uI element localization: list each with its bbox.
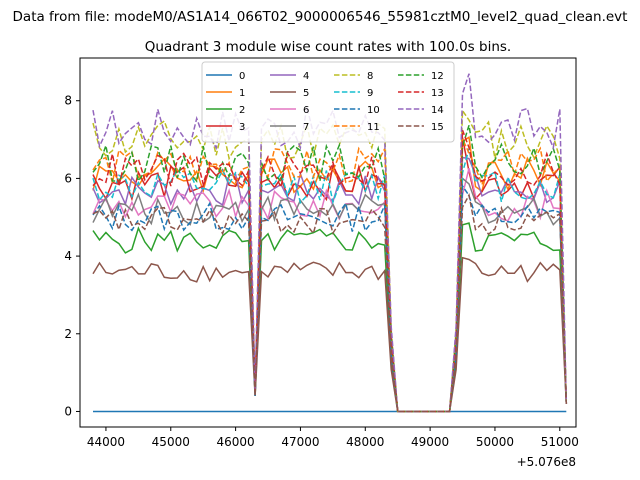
legend-label-6: 6: [303, 105, 309, 116]
legend-label-2: 2: [239, 105, 245, 116]
series-line-6: [92, 168, 568, 413]
series-line-3: [92, 137, 568, 413]
x-tick-label: 50000: [476, 435, 514, 449]
legend-label-5: 5: [303, 88, 309, 99]
series-line-15: [92, 192, 568, 413]
legend-label-7: 7: [303, 122, 309, 133]
y-tick-label: 2: [64, 327, 72, 341]
y-tick-label: 0: [64, 404, 72, 418]
legend-label-14: 14: [431, 105, 444, 116]
legend-label-12: 12: [431, 71, 444, 82]
y-tick-label: 4: [64, 249, 72, 263]
chart-suptitle: Data from file: modeM0/AS1A14_066T02_900…: [13, 9, 628, 25]
legend-label-1: 1: [239, 88, 245, 99]
x-tick-label: 47000: [281, 435, 319, 449]
x-tick-label: 46000: [217, 435, 255, 449]
legend-label-0: 0: [239, 71, 245, 82]
x-axis-ticks: 44000 45000 46000 47000 48000 49000 50000 51000: [87, 427, 579, 449]
plot-lines: [92, 73, 568, 413]
legend-label-10: 10: [367, 105, 380, 116]
y-axis-ticks: 0 2 4 6 8: [64, 94, 80, 418]
y-tick-label: 8: [64, 94, 72, 108]
x-tick-label: 45000: [152, 435, 190, 449]
legend-frame: [201, 61, 455, 143]
series-line-9: [92, 148, 568, 413]
plot-frame: [79, 57, 577, 428]
series-line-11: [92, 138, 568, 413]
x-offset-label: +5.076e8: [517, 455, 576, 469]
legend-label-8: 8: [367, 71, 373, 82]
series-line-10: [92, 183, 568, 413]
y-tick-label: 6: [64, 171, 72, 185]
legend-label-9: 9: [367, 88, 373, 99]
legend-label-13: 13: [431, 88, 444, 99]
series-line-5: [92, 256, 568, 413]
x-tick-label: 51000: [541, 435, 579, 449]
series-line-13: [92, 129, 568, 413]
legend-label-4: 4: [303, 71, 309, 82]
series-line-7: [92, 176, 568, 413]
series-line-8: [92, 108, 568, 413]
series-line-12: [92, 125, 568, 413]
x-tick-label: 48000: [346, 435, 384, 449]
x-tick-label: 49000: [411, 435, 449, 449]
legend-label-15: 15: [431, 122, 444, 133]
series-line-14: [92, 73, 568, 413]
x-tick-label: 44000: [87, 435, 125, 449]
legend-label-3: 3: [239, 122, 245, 133]
series-line-2: [92, 222, 568, 413]
legend-label-11: 11: [367, 122, 380, 133]
chart-title: Quadrant 3 module wise count rates with …: [145, 39, 511, 55]
